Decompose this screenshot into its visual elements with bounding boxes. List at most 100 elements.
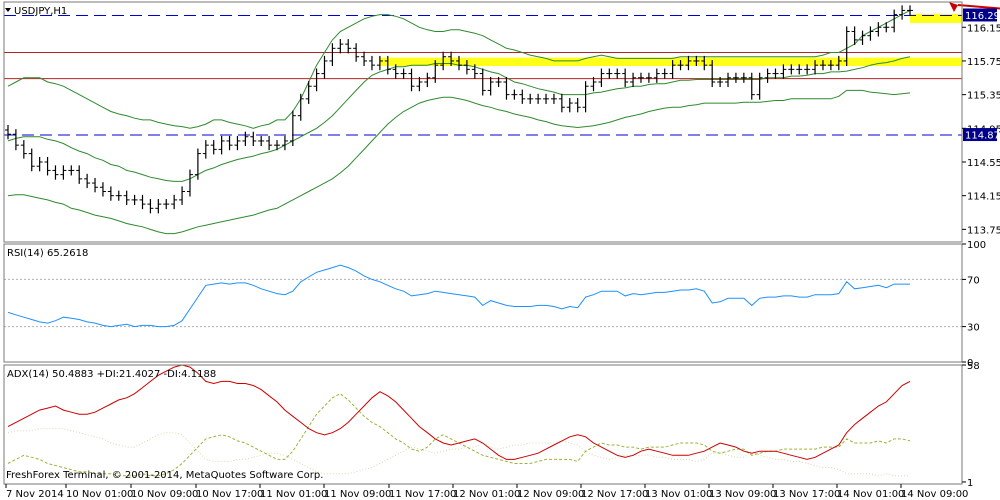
bollinger-upper-line	[7, 9, 911, 129]
ohlc-bar	[543, 93, 550, 104]
ohlc-bar	[637, 72, 644, 83]
ohlc-bar	[796, 64, 803, 75]
ohlc-bar	[289, 110, 296, 146]
ohlc-bar	[131, 194, 138, 205]
ohlc-bar	[68, 165, 75, 176]
ohlc-bar	[503, 76, 510, 100]
ohlc-bar	[883, 22, 890, 33]
time-tick-label: 13 Nov 17:00	[773, 489, 840, 500]
ohlc-bar	[179, 186, 186, 205]
ohlc-bar	[99, 182, 106, 197]
time-tick-label: 12 Nov 09:00	[517, 489, 584, 500]
ohlc-bar	[274, 140, 281, 151]
ohlc-bar	[463, 60, 470, 75]
ohlc-bar	[84, 173, 91, 189]
bollinger-lower-line	[7, 89, 911, 235]
highlight-zone-2	[910, 13, 961, 24]
ohlc-bar	[440, 51, 447, 71]
ohlc-bar	[384, 55, 391, 75]
ohlc-bar	[725, 72, 732, 88]
ohlc-bar	[907, 5, 913, 16]
ohlc-bar	[851, 26, 858, 45]
price-pane-frame	[3, 1, 963, 243]
ohlc-bar	[487, 76, 494, 96]
ohlc-bars	[5, 5, 913, 214]
ohlc-bar	[669, 60, 676, 79]
price-tag-1	[963, 8, 997, 22]
price-axis-tick-label: 116.15	[967, 23, 1000, 34]
ohlc-bar	[479, 68, 486, 96]
ohlc-bar	[558, 93, 565, 113]
ohlc-bar	[186, 169, 193, 197]
ohlc-bar	[891, 9, 898, 33]
ohlc-bar	[218, 135, 225, 155]
ohlc-bar	[622, 68, 629, 88]
ohlc-bar	[819, 60, 826, 71]
ohlc-bar	[368, 55, 375, 71]
ohlc-bar	[566, 98, 573, 113]
ohlc-bar	[867, 26, 874, 41]
minus-di-line	[7, 428, 910, 477]
time-tick-label: 10 Nov 09:00	[131, 489, 198, 500]
ohlc-bar	[52, 165, 59, 180]
ohlc-bar	[266, 135, 273, 151]
ohlc-bar	[574, 98, 581, 113]
time-tick-label: 13 Nov 01:00	[645, 489, 712, 500]
ohlc-bar	[36, 156, 43, 172]
trend-arrow-head-icon	[949, 2, 958, 12]
ohlc-bar	[764, 68, 771, 83]
price-axis-tick-label: 115.35	[967, 91, 1000, 102]
ohlc-bar	[709, 60, 716, 88]
price-axis-tick-label: 115.75	[967, 57, 1000, 68]
ohlc-bar	[76, 165, 83, 184]
ohlc-bar	[234, 135, 241, 151]
ohlc-bar	[281, 135, 288, 151]
ohlc-bar	[60, 165, 67, 180]
ohlc-bar	[693, 55, 700, 66]
ohlc-bar	[645, 72, 652, 83]
ohlc-bar	[772, 68, 779, 79]
time-tick-label: 12 Nov 17:00	[581, 489, 648, 500]
ohlc-bar	[171, 194, 178, 210]
ohlc-bar	[590, 76, 597, 92]
ohlc-bar	[163, 199, 170, 210]
ohlc-bar	[661, 68, 668, 79]
ohlc-bar	[345, 39, 352, 54]
ohlc-bar	[139, 194, 146, 210]
ohlc-bar	[147, 199, 154, 214]
adx-pane: ADX(14) 50.4883 +DI:21.4027 -DI:4.1188 58…	[3, 361, 980, 489]
ohlc-bar	[471, 64, 478, 79]
price-axis-tick-label: 114.15	[967, 192, 1000, 203]
rsi-axis-tick-label: 70	[967, 275, 980, 286]
ohlc-bar	[519, 89, 526, 104]
ohlc-bar	[582, 81, 589, 113]
ohlc-bar	[12, 129, 19, 151]
ohlc-bar	[400, 68, 407, 79]
ohlc-bar	[614, 68, 621, 79]
time-tick-label: 14 Nov 01:00	[837, 489, 904, 500]
time-tick-label: 7 Nov 2014	[6, 489, 64, 500]
ohlc-bar	[392, 64, 399, 79]
ohlc-bar	[408, 68, 415, 92]
ohlc-bar	[685, 55, 692, 71]
ohlc-bar	[780, 64, 787, 79]
copyright-footer: FreshForex Terminal, © 2001-2014, MetaQu…	[6, 470, 323, 481]
price-tag-label-2: 114.87	[965, 131, 1000, 142]
ohlc-bar	[788, 64, 795, 75]
rsi-series-line	[7, 264, 910, 328]
ohlc-bar	[899, 5, 906, 20]
adx-main-line	[7, 364, 911, 460]
rsi-pane: RSI(14) 65.2618 100 70 30 0	[3, 240, 986, 369]
ohlc-bar	[606, 68, 613, 79]
ohlc-bar	[242, 131, 249, 146]
ohlc-bar	[337, 39, 344, 54]
ohlc-bar	[258, 135, 265, 146]
adx-pane-title: ADX(14) 50.4883 +DI:21.4027 -DI:4.1188	[7, 369, 216, 380]
ohlc-bar	[598, 68, 605, 88]
time-tick-label: 11 Nov 09:00	[324, 489, 391, 500]
ohlc-bar	[28, 148, 35, 172]
ohlc-bar	[194, 148, 201, 180]
ohlc-bar	[511, 89, 518, 100]
adx-axis-tick-label: 58	[967, 361, 980, 372]
price-tag-label-1: 116.29	[965, 11, 1000, 22]
